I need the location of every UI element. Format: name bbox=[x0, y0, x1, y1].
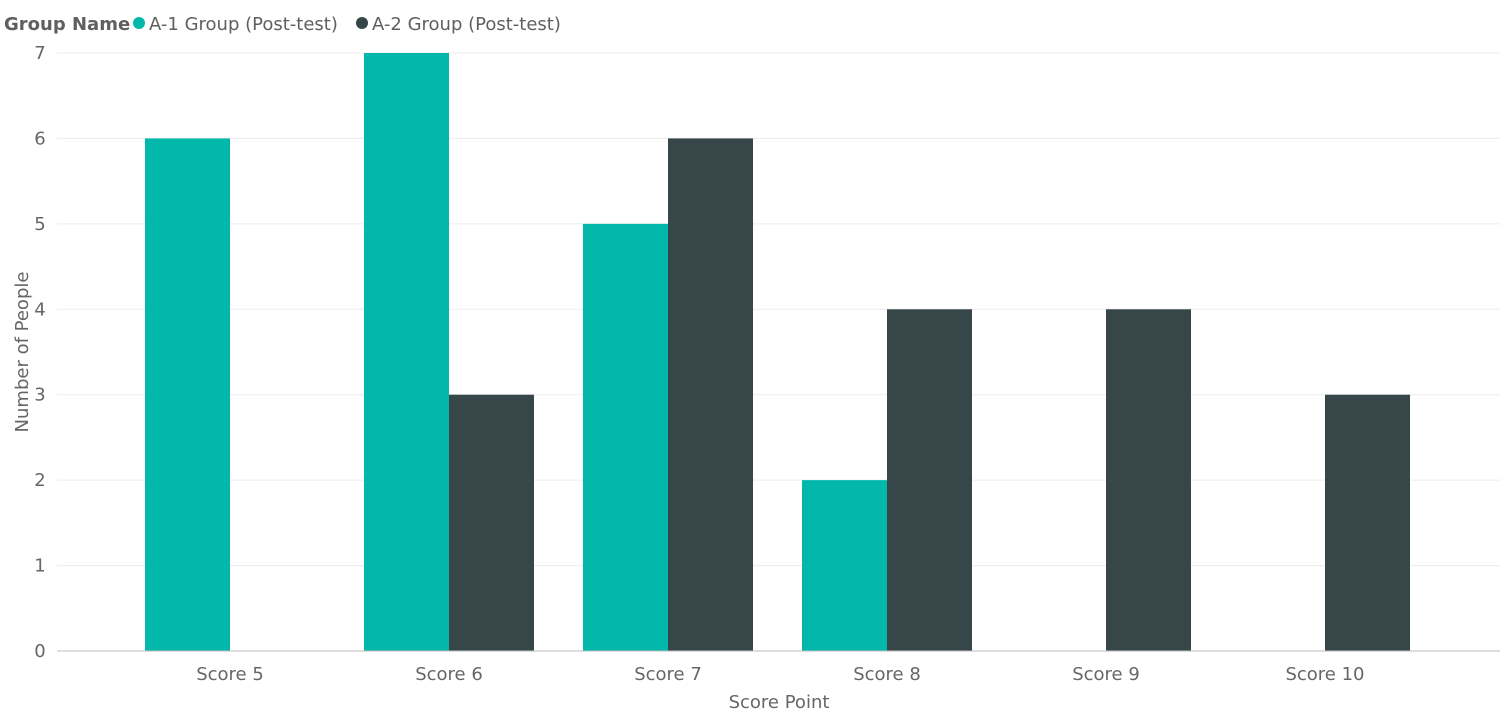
bars bbox=[145, 53, 1410, 651]
legend: Group Name A-1 Group (Post-test) A-2 Gro… bbox=[4, 14, 561, 35]
y-tick-label: 0 bbox=[34, 641, 45, 662]
x-tick-label: Score 9 bbox=[1072, 664, 1140, 685]
bar-a2-score-8[interactable] bbox=[887, 309, 972, 651]
bar-a1-score-5[interactable] bbox=[145, 138, 230, 651]
x-tick-label: Score 7 bbox=[634, 664, 702, 685]
x-axis-title: Score Point bbox=[729, 692, 830, 713]
legend-label-a1[interactable]: A-1 Group (Post-test) bbox=[149, 14, 338, 35]
bar-a1-score-6[interactable] bbox=[364, 53, 449, 651]
bar-a1-score-7[interactable] bbox=[583, 223, 668, 651]
y-tick-label: 6 bbox=[34, 128, 45, 149]
gridlines bbox=[57, 52, 1500, 567]
y-tick-label: 4 bbox=[34, 299, 45, 320]
x-tick-label: Score 8 bbox=[853, 664, 921, 685]
legend-marker-a2[interactable] bbox=[356, 17, 368, 29]
y-tick-label: 3 bbox=[34, 385, 45, 406]
y-axis-title: Number of People bbox=[12, 272, 33, 433]
x-axis-ticks: Score 5 Score 6 Score 7 Score 8 Score 9 Score… bbox=[196, 664, 1364, 685]
x-tick-label: Score 10 bbox=[1285, 664, 1364, 685]
y-tick-label: 5 bbox=[34, 214, 45, 235]
x-tick-label: Score 5 bbox=[196, 664, 264, 685]
legend-label-a2[interactable]: A-2 Group (Post-test) bbox=[372, 14, 561, 35]
y-tick-label: 7 bbox=[34, 43, 45, 64]
y-axis-ticks: 0 1 2 3 4 5 6 7 bbox=[34, 43, 45, 662]
x-tick-label: Score 6 bbox=[415, 664, 483, 685]
bar-a1-score-8[interactable] bbox=[802, 480, 887, 651]
y-tick-label: 1 bbox=[34, 556, 45, 577]
legend-title: Group Name bbox=[4, 14, 130, 35]
legend-marker-a1[interactable] bbox=[133, 17, 145, 29]
bar-a2-score-10[interactable] bbox=[1325, 394, 1410, 651]
bar-a2-score-7[interactable] bbox=[668, 138, 753, 651]
bar-a2-score-9[interactable] bbox=[1106, 309, 1191, 651]
y-tick-label: 2 bbox=[34, 470, 45, 491]
bar-a2-score-6[interactable] bbox=[449, 394, 534, 651]
